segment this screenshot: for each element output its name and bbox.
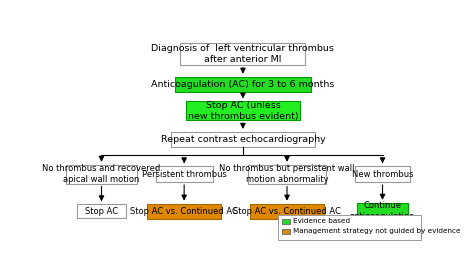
- FancyBboxPatch shape: [186, 101, 300, 121]
- FancyBboxPatch shape: [250, 204, 324, 219]
- Text: Evidence based: Evidence based: [293, 218, 350, 224]
- Text: Stop AC vs. Continued AC: Stop AC vs. Continued AC: [233, 207, 341, 216]
- Text: Stop AC (unless
new thrombus evident): Stop AC (unless new thrombus evident): [188, 101, 298, 121]
- FancyBboxPatch shape: [66, 165, 137, 184]
- Text: Continue
anticoagulation: Continue anticoagulation: [350, 201, 415, 221]
- FancyBboxPatch shape: [77, 204, 126, 218]
- Text: Management strategy not guided by evidence: Management strategy not guided by eviden…: [293, 228, 461, 234]
- Text: Persistent thrombus: Persistent thrombus: [142, 170, 227, 179]
- Text: Stop AC: Stop AC: [85, 207, 118, 216]
- Text: No thrombus but persistent wall
motion abnormality: No thrombus but persistent wall motion a…: [219, 164, 355, 184]
- FancyBboxPatch shape: [282, 229, 290, 234]
- Text: New thrombus: New thrombus: [352, 170, 413, 179]
- FancyBboxPatch shape: [181, 43, 305, 65]
- FancyBboxPatch shape: [175, 77, 311, 93]
- FancyBboxPatch shape: [171, 132, 315, 147]
- Text: Diagnosis of  left ventricular thrombus
after anterior MI: Diagnosis of left ventricular thrombus a…: [152, 44, 334, 64]
- Text: Stop AC vs. Continued AC: Stop AC vs. Continued AC: [130, 207, 238, 216]
- FancyBboxPatch shape: [278, 215, 421, 240]
- FancyBboxPatch shape: [147, 204, 221, 219]
- FancyBboxPatch shape: [357, 203, 408, 219]
- FancyBboxPatch shape: [248, 165, 326, 184]
- FancyBboxPatch shape: [355, 166, 410, 182]
- Text: Anticoagulation (AC) for 3 to 6 months: Anticoagulation (AC) for 3 to 6 months: [151, 80, 335, 89]
- Text: Repeat contrast echocardiography: Repeat contrast echocardiography: [161, 135, 325, 144]
- FancyBboxPatch shape: [155, 166, 213, 182]
- Text: No thrombus and recovered
apical wall motion: No thrombus and recovered apical wall mo…: [42, 164, 161, 184]
- FancyBboxPatch shape: [282, 219, 290, 224]
